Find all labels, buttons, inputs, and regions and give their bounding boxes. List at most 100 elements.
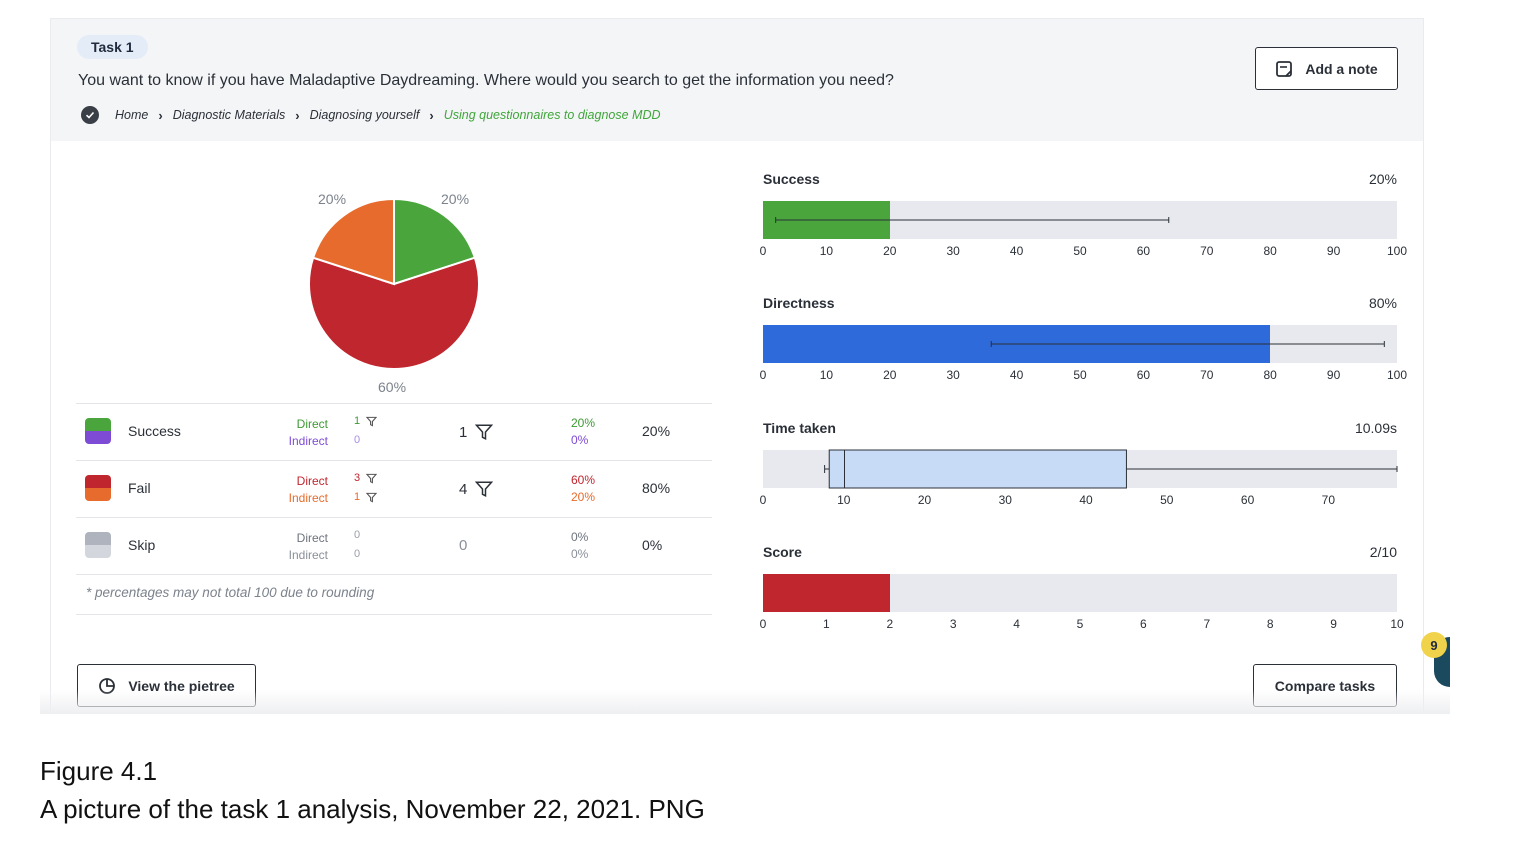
direct-percent: 20% bbox=[571, 416, 596, 430]
direct-count[interactable]: 1 bbox=[354, 415, 378, 427]
indirect-count: 0 bbox=[354, 434, 360, 446]
time-taken-title: Time taken bbox=[763, 420, 836, 436]
score-tick: 6 bbox=[1140, 617, 1147, 631]
time-taken-tick: 20 bbox=[917, 493, 932, 507]
total-count-value: 1 bbox=[459, 423, 468, 441]
direct-label: Direct bbox=[296, 474, 328, 488]
total-count: 0 bbox=[459, 537, 467, 554]
task-pill: Task 1 bbox=[77, 35, 148, 59]
success-tick: 0 bbox=[759, 244, 767, 258]
result-row-skip: Skip Direct Indirect 0 0 0 0% 0% 0% bbox=[76, 517, 712, 574]
success-bar[interactable] bbox=[763, 201, 890, 239]
total-percent: 0% bbox=[642, 537, 663, 553]
total-count[interactable]: 1 bbox=[459, 423, 494, 441]
filter-icon bbox=[475, 424, 494, 440]
indirect-percent: 20% bbox=[571, 490, 596, 504]
directness-tick: 60 bbox=[1136, 368, 1151, 382]
score-tick: 7 bbox=[1203, 617, 1211, 631]
directness-value: 80% bbox=[1368, 295, 1397, 311]
success-tick: 90 bbox=[1326, 244, 1341, 258]
filter-icon bbox=[366, 473, 378, 484]
score-tick: 4 bbox=[1013, 617, 1020, 631]
success-title: Success bbox=[763, 171, 820, 187]
direct-count-value: 1 bbox=[354, 415, 361, 427]
skip-indirect-swatch bbox=[85, 545, 111, 558]
directness-tick: 90 bbox=[1326, 368, 1341, 382]
note-icon bbox=[1276, 60, 1293, 77]
task-question: You want to know if you have Maladaptive… bbox=[78, 72, 894, 89]
skip-direct-swatch bbox=[85, 532, 111, 545]
breadcrumb-diagnosing-yourself[interactable]: Diagnosing yourself bbox=[309, 108, 420, 122]
time-taken-tick: 70 bbox=[1321, 493, 1336, 507]
row-name: Success bbox=[128, 423, 181, 439]
direct-count-value: 3 bbox=[354, 472, 361, 484]
pie-slice-fail[interactable] bbox=[308, 256, 480, 370]
figure-caption: Figure 4.1 A picture of the task 1 analy… bbox=[40, 752, 705, 828]
task-header: Task 1 You want to know if you have Mala… bbox=[51, 19, 1423, 141]
scroll-fade bbox=[40, 690, 1450, 714]
result-row-success: Success Direct Indirect 1 0 1 20% 0% 20% bbox=[76, 403, 712, 460]
breadcrumb-current[interactable]: Using questionnaires to diagnose MDD bbox=[443, 108, 661, 122]
score-title: Score bbox=[763, 544, 802, 560]
time-taken-tick: 40 bbox=[1079, 493, 1093, 507]
figure-number: Figure 4.1 bbox=[40, 756, 158, 786]
success-tick: 100 bbox=[1386, 244, 1408, 258]
pie-label-success: 20% bbox=[318, 191, 347, 207]
table-divider bbox=[76, 574, 712, 575]
indirect-count-value: 1 bbox=[354, 491, 361, 503]
total-percent: 80% bbox=[642, 480, 671, 496]
rounding-footnote: * percentages may not total 100 due to r… bbox=[86, 585, 375, 600]
indirect-count: 0 bbox=[354, 548, 360, 560]
success-tick: 30 bbox=[946, 244, 960, 258]
add-note-button[interactable]: Add a note bbox=[1255, 47, 1398, 90]
directness-tick: 0 bbox=[759, 368, 767, 382]
score-value: 2/10 bbox=[1369, 544, 1397, 560]
total-count[interactable]: 4 bbox=[459, 480, 494, 498]
compare-tasks-label: Compare tasks bbox=[1274, 677, 1376, 694]
results-pie-chart bbox=[308, 197, 480, 370]
breadcrumb-diagnostic-materials[interactable]: Diagnostic Materials bbox=[172, 108, 286, 122]
chevron-right-icon: › bbox=[158, 107, 163, 123]
time-taken-track bbox=[763, 450, 1397, 488]
score-bar[interactable] bbox=[763, 574, 890, 612]
figure-description: A picture of the task 1 analysis, Novemb… bbox=[40, 794, 705, 824]
add-note-label: Add a note bbox=[1305, 60, 1378, 77]
success-tick: 50 bbox=[1073, 244, 1087, 258]
pie-label-fail: 60% bbox=[378, 379, 407, 395]
time-taken-tick: 60 bbox=[1240, 493, 1255, 507]
indirect-count[interactable]: 1 bbox=[354, 491, 378, 503]
direct-count[interactable]: 3 bbox=[354, 472, 378, 484]
pie-slice-success[interactable] bbox=[393, 197, 477, 286]
direct-percent: 60% bbox=[571, 473, 596, 487]
score-tick: 0 bbox=[759, 617, 767, 631]
pie-slice-fail-indirect[interactable] bbox=[311, 197, 395, 286]
breadcrumb-home[interactable]: Home bbox=[115, 108, 149, 122]
notification-badge[interactable]: 9 bbox=[1421, 632, 1447, 658]
direct-label: Direct bbox=[296, 531, 328, 545]
chevron-right-icon: › bbox=[429, 107, 434, 123]
indirect-label: Indirect bbox=[288, 491, 328, 505]
filter-icon bbox=[366, 416, 378, 427]
time-taken-tick: 50 bbox=[1160, 493, 1174, 507]
chevron-right-icon: › bbox=[295, 107, 300, 123]
score-tick: 1 bbox=[823, 617, 830, 631]
fail-direct-swatch bbox=[85, 475, 111, 488]
success-tick: 20 bbox=[883, 244, 897, 258]
direct-count: 0 bbox=[354, 529, 360, 541]
breadcrumb: Home › Diagnostic Materials › Diagnosing… bbox=[81, 106, 661, 124]
task-card: Task 1 You want to know if you have Mala… bbox=[50, 18, 1424, 713]
row-name: Fail bbox=[128, 480, 151, 496]
score-tick: 9 bbox=[1330, 617, 1337, 631]
view-pietree-label: View the pietree bbox=[128, 677, 235, 694]
direct-percent: 0% bbox=[571, 530, 589, 544]
directness-bar[interactable] bbox=[763, 325, 1271, 363]
indirect-percent: 0% bbox=[571, 433, 589, 447]
direct-count-value: 0 bbox=[354, 529, 361, 541]
time-taken-tick: 10 bbox=[837, 493, 851, 507]
indirect-percent: 0% bbox=[571, 547, 589, 561]
direct-label: Direct bbox=[296, 417, 328, 431]
directness-tick: 70 bbox=[1200, 368, 1214, 382]
success-indirect-swatch bbox=[85, 431, 111, 444]
directness-title: Directness bbox=[763, 295, 835, 311]
indirect-count-value: 0 bbox=[354, 548, 361, 560]
